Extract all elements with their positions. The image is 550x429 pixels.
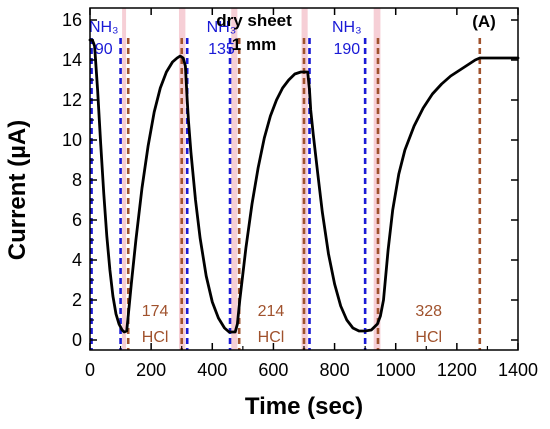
highlight-band-0 xyxy=(122,8,127,350)
x-tick-label-5: 1000 xyxy=(376,360,416,380)
annotation-top-1: NH₃ xyxy=(207,19,237,36)
annotation-bottom-0: 90 xyxy=(95,41,113,58)
annotation-top-5: 328 xyxy=(415,303,442,320)
y-axis-title: Current (µA) xyxy=(4,120,31,260)
annotation-bottom-1: 135 xyxy=(208,41,235,58)
highlight-bands xyxy=(122,8,381,350)
annotation-top-4: 214 xyxy=(258,303,285,320)
tick-labels: 0 200 400 600 800 1000 1200 1400 0 2 4 6 8 10 12 14 16 xyxy=(62,8,538,380)
y-tick-label-4: 8 xyxy=(72,170,82,190)
y-tick-label-7: 14 xyxy=(62,50,82,70)
x-tick-label-0: 0 xyxy=(85,360,95,380)
x-axis-title: Time (sec) xyxy=(245,393,363,420)
annotation-bottom-5: HCl xyxy=(415,329,442,346)
y-tick-label-0: 0 xyxy=(72,330,82,350)
x-tick-label-3: 600 xyxy=(258,360,288,380)
annotation-bottom-2: 190 xyxy=(333,41,360,58)
y-tick-label-1: 2 xyxy=(72,290,82,310)
y-tick-label-6: 12 xyxy=(62,90,82,110)
x-tick-label-1: 200 xyxy=(136,360,166,380)
x-tick-label-4: 800 xyxy=(320,360,350,380)
annotation-top-3: 174 xyxy=(142,303,169,320)
series-layer xyxy=(88,38,520,334)
x-tick-label-7: 1400 xyxy=(498,360,538,380)
annotations: NH₃ 90 NH₃ 135 NH₃ 190 174 HCl 214 HCl 328 HCl xyxy=(89,19,442,346)
chart-title-line-2: 1 mm xyxy=(232,35,276,54)
annotation-bottom-4: HCl xyxy=(258,329,285,346)
panel-label: (A) xyxy=(472,12,496,31)
x-tick-label-6: 1200 xyxy=(437,360,477,380)
annotation-top-2: NH₃ xyxy=(332,19,362,36)
highlight-band-2 xyxy=(231,8,238,350)
y-tick-label-5: 10 xyxy=(62,130,82,150)
annotation-bottom-3: HCl xyxy=(142,329,169,346)
y-tick-label-2: 4 xyxy=(72,250,82,270)
x-tick-label-2: 400 xyxy=(197,360,227,380)
y-tick-label-3: 6 xyxy=(72,210,82,230)
chart-title-line-1: dry sheet xyxy=(216,11,292,30)
y-tick-label-8: 16 xyxy=(62,10,82,30)
annotation-top-0: NH₃ xyxy=(89,19,119,36)
series-line-0 xyxy=(88,38,520,334)
